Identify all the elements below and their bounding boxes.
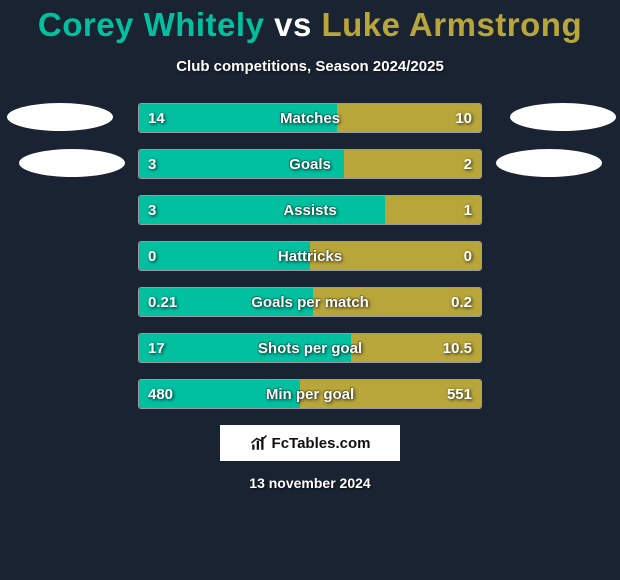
stat-row-assists: 31Assists: [138, 195, 482, 225]
bar-left: [139, 150, 344, 178]
page-title: Corey Whitely vs Luke Armstrong: [0, 0, 620, 44]
bar-left: [139, 380, 300, 408]
date-text: 13 november 2024: [0, 475, 620, 491]
title-player2: Luke Armstrong: [321, 6, 582, 43]
bar-left: [139, 104, 337, 132]
branding-badge: FcTables.com: [220, 425, 400, 461]
bar-left: [139, 242, 310, 270]
bar-left: [139, 196, 385, 224]
player1-avatar-top: [7, 103, 113, 131]
bar-right: [300, 380, 481, 408]
bar-right: [385, 196, 481, 224]
subtitle: Club competitions, Season 2024/2025: [0, 58, 620, 75]
stat-row-shots-per-goal: 1710.5Shots per goal: [138, 333, 482, 363]
comparison-chart: 1410Matches 32Goals 31Assists 00Hattricks 0.…: [0, 103, 620, 409]
bar-track: [138, 379, 482, 409]
stat-row-matches: 1410Matches: [138, 103, 482, 133]
title-vs: vs: [264, 6, 321, 43]
bar-left: [139, 288, 313, 316]
title-player1: Corey Whitely: [38, 6, 265, 43]
player2-avatar-bottom: [496, 149, 602, 177]
stat-row-goals: 32Goals: [138, 149, 482, 179]
bar-right: [351, 334, 481, 362]
brand-text: FcTables.com: [272, 435, 371, 452]
bar-track: [138, 195, 482, 225]
stat-row-min-per-goal: 480551Min per goal: [138, 379, 482, 409]
bar-right: [310, 242, 481, 270]
stat-row-goals-per-match: 0.210.2Goals per match: [138, 287, 482, 317]
brand-chart-icon: [250, 434, 268, 452]
stat-row-hattricks: 00Hattricks: [138, 241, 482, 271]
bar-right: [337, 104, 481, 132]
player1-avatar-bottom: [19, 149, 125, 177]
bar-track: [138, 149, 482, 179]
bar-right: [313, 288, 481, 316]
bar-right: [344, 150, 481, 178]
bar-left: [139, 334, 351, 362]
player2-avatar-top: [510, 103, 616, 131]
bar-track: [138, 333, 482, 363]
bar-track: [138, 241, 482, 271]
bar-track: [138, 103, 482, 133]
bar-track: [138, 287, 482, 317]
